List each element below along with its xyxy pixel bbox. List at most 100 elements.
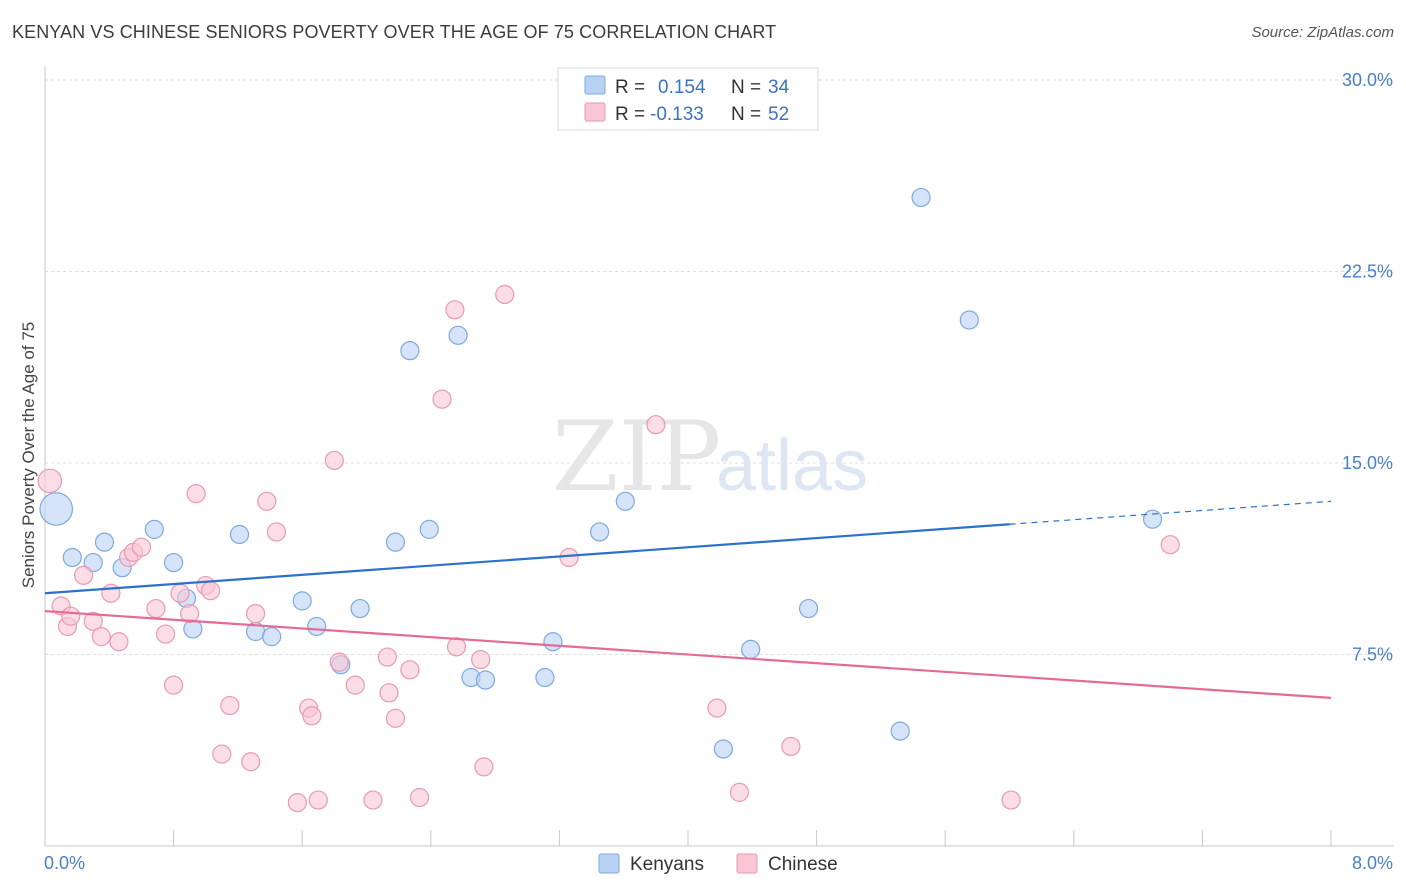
y-axis-label: Seniors Poverty Over the Age of 75 [19, 322, 38, 588]
legend-r-label: R = [615, 77, 645, 98]
kenyans-point [94, 532, 115, 552]
chinese-point [446, 637, 467, 657]
chinese-point [170, 583, 190, 603]
chinese-point [1001, 790, 1021, 810]
chinese-point [131, 537, 152, 557]
kenyans-trend-line [44, 523, 1010, 595]
kenyans-point [535, 667, 555, 688]
data-points [37, 187, 1180, 813]
chinese-point [729, 782, 750, 802]
chinese-point [164, 675, 184, 695]
chinese-point [329, 652, 349, 672]
kenyans-point [959, 310, 979, 330]
chinese-point [83, 611, 103, 631]
legend-n-value: 52 [768, 104, 789, 125]
watermark-zip: ZIP [552, 401, 721, 513]
kenyans-point [615, 491, 635, 511]
chinese-point [707, 698, 727, 718]
chinese-point [180, 604, 200, 624]
kenyans-point [911, 187, 931, 208]
kenyans-point [475, 670, 496, 690]
x-tick-label: 0.0% [44, 853, 85, 873]
x-tick-label: 8.0% [1352, 853, 1393, 873]
legend-n-value: 34 [768, 77, 790, 98]
bottom-legend-swatch-kenyans [598, 853, 620, 874]
y-tick-label: 30.0% [1342, 70, 1393, 90]
kenyans-point [62, 547, 82, 568]
kenyans-trend-extension [1009, 500, 1332, 525]
kenyans-point [419, 519, 439, 539]
chart-title: KENYAN VS CHINESE SENIORS POVERTY OVER T… [12, 22, 777, 42]
kenyans-point [1142, 509, 1163, 529]
chinese-point [61, 606, 81, 626]
chinese-point [146, 598, 166, 619]
chinese-point [220, 695, 240, 716]
legend-r-value: 0.154 [658, 77, 706, 98]
legend-r-value: -0.133 [650, 104, 704, 125]
bottom-legend-kenyans: Kenyans [630, 854, 704, 875]
chinese-point [345, 675, 365, 695]
chinese-point [445, 300, 465, 320]
chinese-point [101, 583, 121, 603]
chinese-point [73, 565, 94, 585]
chinese-point [308, 790, 328, 810]
chinese-point [241, 752, 261, 772]
kenyans-point [350, 598, 370, 619]
legend-r-label: R = [615, 104, 645, 125]
kenyans-point [292, 591, 312, 611]
y-tick-label: 15.0% [1342, 453, 1393, 473]
kenyans-point [144, 519, 164, 539]
kenyans-point [741, 639, 761, 659]
chinese-point [379, 683, 399, 703]
chinese-point [559, 547, 579, 568]
kenyans-point [83, 552, 103, 573]
kenyans-point [543, 632, 563, 652]
kenyans-point [798, 598, 819, 619]
bottom-legend-swatch-chinese [736, 853, 758, 874]
gridlines [45, 79, 1394, 655]
chinese-point [409, 787, 430, 808]
legend-n-label: N = [731, 77, 761, 98]
chinese-point [109, 632, 129, 652]
kenyans-point [400, 341, 420, 361]
chinese-point [245, 604, 266, 624]
correlation-legend: R = 0.154 N = 34 R = -0.133 N = 52 [557, 67, 819, 131]
kenyans-point [385, 532, 406, 552]
chinese-point [400, 660, 420, 680]
series-legend: Kenyans Chinese [598, 853, 838, 875]
kenyans-point [39, 492, 74, 526]
y-tick-label: 7.5% [1352, 645, 1393, 665]
chinese-point [155, 624, 176, 644]
axes [44, 66, 1394, 847]
chinese-trend-line [44, 609, 1332, 700]
kenyans-point [262, 627, 282, 647]
watermark: ZIP atlas [552, 401, 868, 513]
chinese-point [324, 450, 344, 471]
chinese-point [363, 790, 383, 810]
kenyans-point [890, 721, 910, 741]
chinese-point [91, 627, 111, 647]
chinese-point [474, 757, 494, 777]
kenyans-point [713, 739, 733, 759]
chinese-point [646, 415, 666, 435]
chinese-point [1160, 535, 1180, 555]
kenyans-point [164, 552, 184, 573]
chinese-point [266, 522, 287, 542]
chinese-point [200, 581, 221, 601]
kenyans-point [448, 325, 468, 345]
kenyans-point [307, 616, 327, 637]
chinese-point [37, 468, 63, 494]
bottom-legend-chinese: Chinese [768, 854, 838, 875]
chinese-point [471, 650, 491, 670]
trend-lines [44, 500, 1332, 700]
chinese-point [495, 284, 515, 305]
legend-swatch-chinese [584, 102, 606, 122]
y-tick-label: 22.5% [1342, 262, 1393, 282]
chinese-point [257, 491, 277, 511]
chinese-point [781, 736, 801, 757]
chinese-point [302, 706, 322, 726]
chinese-point [212, 744, 232, 764]
chinese-point [287, 792, 307, 813]
chinese-point [377, 647, 397, 667]
